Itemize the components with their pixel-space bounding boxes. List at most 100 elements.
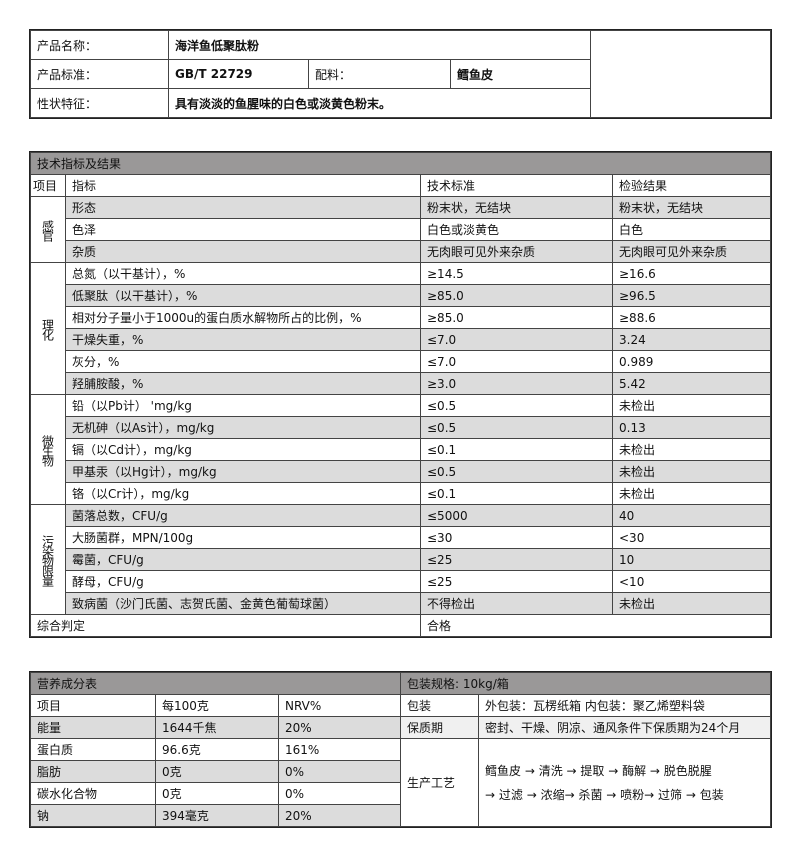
- result-cell: ≥96.5: [611, 284, 772, 307]
- indicator-cell: 菌落总数，CFU/g: [65, 504, 421, 527]
- result-cell: 5.42: [611, 372, 772, 395]
- category-label: 感官: [30, 196, 66, 263]
- ingredient-label: 配料：: [308, 59, 451, 89]
- indicator-cell: 无机砷（以As计），mg/kg: [65, 416, 421, 439]
- table-row: 无机砷（以As计），mg/kg ≤0.5 0.13: [31, 416, 772, 439]
- standard-cell: 不得检出: [420, 592, 613, 615]
- col-header: 检验结果: [611, 174, 772, 197]
- indicator-cell: 总氮（以干基计），%: [65, 262, 421, 285]
- table-row: 甲基汞（以Hg计），mg/kg ≤0.5 未检出: [31, 460, 772, 483]
- result-cell: 10: [611, 548, 772, 571]
- nutrient-name: 钠: [30, 804, 156, 827]
- standard-label: 产品标准：: [30, 59, 169, 89]
- standard-cell: ≤0.5: [420, 416, 613, 439]
- process-label: 生产工艺: [400, 738, 480, 827]
- ingredient-value: 鳕鱼皮: [449, 59, 592, 89]
- nutrition-title: 营养成分表: [29, 672, 402, 695]
- nutrition-header: 每100克: [155, 694, 279, 717]
- indicator-cell: 镉（以Cd计），mg/kg: [65, 438, 421, 461]
- col-header: 项目: [30, 174, 66, 197]
- indicator-cell: 羟脯胺酸，%: [65, 372, 421, 395]
- table-row: 低聚肽（以干基计），% ≥85.0 ≥96.5: [31, 284, 772, 307]
- result-cell: ≥88.6: [611, 306, 772, 329]
- result-cell: 白色: [611, 218, 772, 241]
- standard-cell: 白色或淡黄色: [420, 218, 613, 241]
- nutrient-name: 能量: [30, 716, 156, 739]
- standard-cell: ≥14.5: [420, 262, 613, 285]
- table-row: 灰分，% ≤7.0 0.989: [31, 350, 772, 373]
- character-value: 具有淡淡的鱼腥味的白色或淡黄色粉末。: [167, 88, 592, 118]
- standard-cell: ≥85.0: [420, 306, 613, 329]
- col-header: 技术标准: [420, 174, 613, 197]
- col-header: 指标: [65, 174, 421, 197]
- indicator-cell: 大肠菌群，MPN/100g: [65, 526, 421, 549]
- table-row: 理化 总氮（以干基计），% ≥14.5 ≥16.6: [30, 262, 772, 395]
- table-row: 相对分子量小于1000u的蛋白质水解物所占的比例，% ≥85.0 ≥88.6: [31, 306, 772, 329]
- result-cell: 未检出: [611, 394, 772, 417]
- result-cell: 0.989: [611, 350, 772, 373]
- result-cell: 0.13: [611, 416, 772, 439]
- indicator-cell: 低聚肽（以干基计），%: [65, 284, 421, 307]
- nutrition-header: 项目: [30, 694, 156, 717]
- nutrient-name: 脂肪: [30, 760, 156, 783]
- verdict-label: 综合判定: [30, 614, 421, 637]
- standard-cell: ≤7.0: [420, 350, 613, 373]
- indicator-cell: 霉菌，CFU/g: [65, 548, 421, 571]
- result-cell: ≥16.6: [611, 262, 772, 285]
- indicator-cell: 甲基汞（以Hg计），mg/kg: [65, 460, 421, 483]
- table-row: 污染物限量 菌落总数，CFU/g ≤5000 40: [30, 504, 772, 615]
- result-cell: 未检出: [611, 438, 772, 461]
- standard-cell: ≤0.5: [420, 394, 613, 417]
- character-label: 性状特征：: [30, 88, 169, 118]
- process-value: 鳕鱼皮 → 清洗 → 提取 → 酶解 → 脱色脱腥 → 过滤 → 浓缩→ 杀菌 …: [478, 738, 772, 827]
- table-row: 羟脯胺酸，% ≥3.0 5.42: [31, 372, 772, 395]
- indicator-cell: 色泽: [65, 218, 421, 241]
- nutrient-amount: 96.6克: [155, 738, 279, 761]
- process-line: → 过滤 → 浓缩→ 杀菌 → 喷粉→ 过筛 → 包装: [485, 787, 724, 802]
- indicator-cell: 铅（以Pb计） 'mg/kg: [65, 394, 421, 417]
- indicator-cell: 相对分子量小于1000u的蛋白质水解物所占的比例，%: [65, 306, 421, 329]
- standard-cell: 粉末状，无结块: [420, 196, 613, 219]
- indicator-cell: 酵母，CFU/g: [65, 570, 421, 593]
- result-cell: 未检出: [611, 592, 772, 615]
- result-cell: 无肉眼可见外来杂质: [611, 240, 772, 263]
- nutrient-nrv: 161%: [277, 738, 402, 761]
- table-row: 色泽 白色或淡黄色 白色: [31, 218, 772, 241]
- nutrient-nrv: 0%: [277, 782, 402, 805]
- nutrient-nrv: 0%: [277, 760, 402, 783]
- shelf-value: 密封、干燥、阴凉、通风条件下保质期为24个月: [478, 716, 772, 739]
- verdict-value: 合格: [419, 614, 772, 637]
- nutrition-header: NRV%: [277, 694, 402, 717]
- nutrient-name: 碳水化合物: [30, 782, 156, 805]
- table-row: 霉菌，CFU/g ≤25 10: [31, 548, 772, 571]
- standard-cell: ≤25: [420, 548, 613, 571]
- standard-cell: 无肉眼可见外来杂质: [420, 240, 613, 263]
- standard-cell: ≤25: [420, 570, 613, 593]
- nutrient-amount: 394毫克: [155, 804, 279, 827]
- nutrient-nrv: 20%: [277, 716, 402, 739]
- indicator-cell: 形态: [65, 196, 421, 219]
- indicator-cell: 铬（以Cr计），mg/kg: [65, 482, 421, 505]
- tech-spec-table: 技术指标及结果 项目 指标 技术标准 检验结果 感官 形态 粉末状，无结块 粉末状，无…: [28, 151, 773, 638]
- standard-cell: ≤0.1: [420, 438, 613, 461]
- indicator-cell: 致病菌（沙门氏菌、志贺氏菌、金黄色葡萄球菌）: [65, 592, 421, 615]
- standard-cell: ≤30: [420, 526, 613, 549]
- table-row: 杂质 无肉眼可见外来杂质 无肉眼可见外来杂质: [31, 240, 772, 263]
- standard-cell: ≥3.0: [420, 372, 613, 395]
- standard-value: GB/T 22729: [168, 59, 309, 89]
- standard-cell: ≥85.0: [420, 284, 613, 307]
- pack-label: 包装: [400, 694, 480, 717]
- result-cell: <30: [611, 526, 772, 549]
- product-name-label: 产品名称：: [30, 30, 169, 60]
- category-label: 理化: [30, 262, 66, 395]
- nutrient-name: 蛋白质: [30, 738, 156, 761]
- standard-cell: ≤0.5: [420, 460, 613, 483]
- indicator-cell: 灰分，%: [65, 350, 421, 373]
- table-row: 微生物 铅（以Pb计） 'mg/kg ≤0.5 未检出: [30, 394, 772, 505]
- table-row: 致病菌（沙门氏菌、志贺氏菌、金黄色葡萄球菌） 不得检出 未检出: [31, 592, 772, 615]
- nutrition-packaging-table: 营养成分表 包装规格: 10kg/箱 项目 每100克 NRV% 包装 外包装：…: [28, 671, 773, 828]
- result-cell: 粉末状，无结块: [611, 196, 772, 219]
- standard-cell: ≤5000: [420, 504, 613, 527]
- indicator-cell: 干燥失重，%: [65, 328, 421, 351]
- blank-cell: [590, 30, 772, 118]
